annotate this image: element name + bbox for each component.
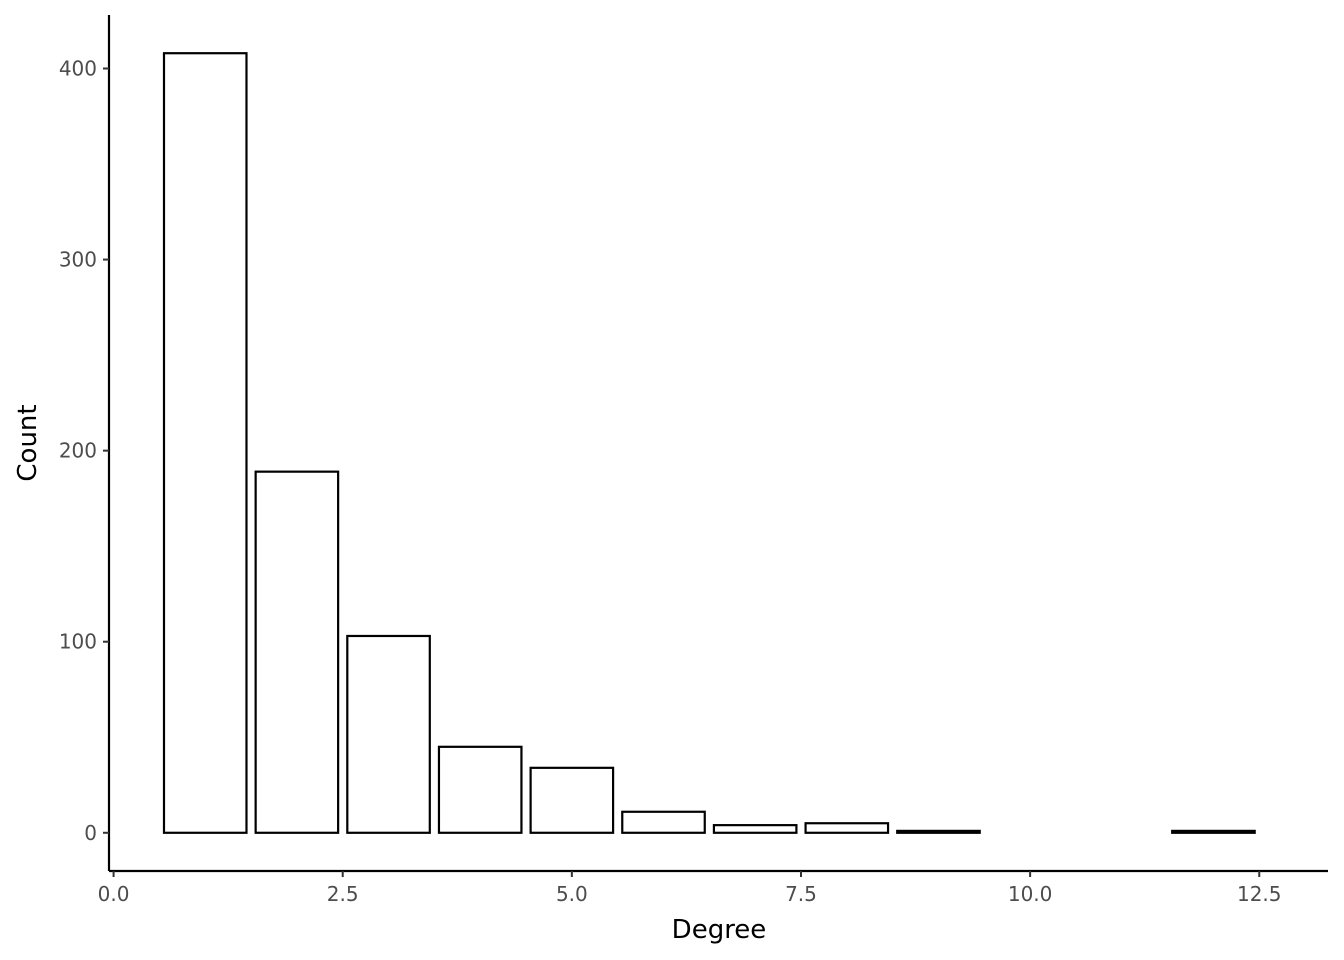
bar-degree-2 xyxy=(254,470,340,834)
bar-degree-6 xyxy=(621,810,706,834)
x-axis-title: Degree xyxy=(672,915,767,945)
bar-degree-1 xyxy=(162,52,248,834)
y-tick-label: 100 xyxy=(59,630,97,654)
x-tick-label: 0.0 xyxy=(98,882,130,906)
y-tick-label: 300 xyxy=(59,248,97,272)
y-tick-label: 200 xyxy=(59,439,97,463)
x-tick-label: 5.0 xyxy=(556,882,588,906)
x-tick-label: 12.5 xyxy=(1237,882,1282,906)
x-tick-label: 2.5 xyxy=(327,882,359,906)
y-tick-label: 0 xyxy=(84,821,97,845)
y-tick-label: 400 xyxy=(59,57,97,81)
bar-degree-4 xyxy=(437,745,523,834)
bar-degree-3 xyxy=(346,634,431,834)
y-axis-ticks: 0 100 200 300 400 xyxy=(59,57,109,845)
bar-degree-8 xyxy=(804,822,890,834)
x-tick-label: 7.5 xyxy=(785,882,817,906)
bar-degree-5 xyxy=(529,766,615,834)
bar-degree-12 xyxy=(1171,829,1256,834)
x-axis-ticks: 0.0 2.5 5.0 7.5 10.0 12.5 xyxy=(98,871,1282,906)
bar-degree-9 xyxy=(896,829,981,834)
bar-degree-7 xyxy=(712,824,798,834)
y-axis-title: Count xyxy=(13,404,43,481)
x-tick-label: 10.0 xyxy=(1008,882,1053,906)
bars-group xyxy=(162,52,1256,834)
